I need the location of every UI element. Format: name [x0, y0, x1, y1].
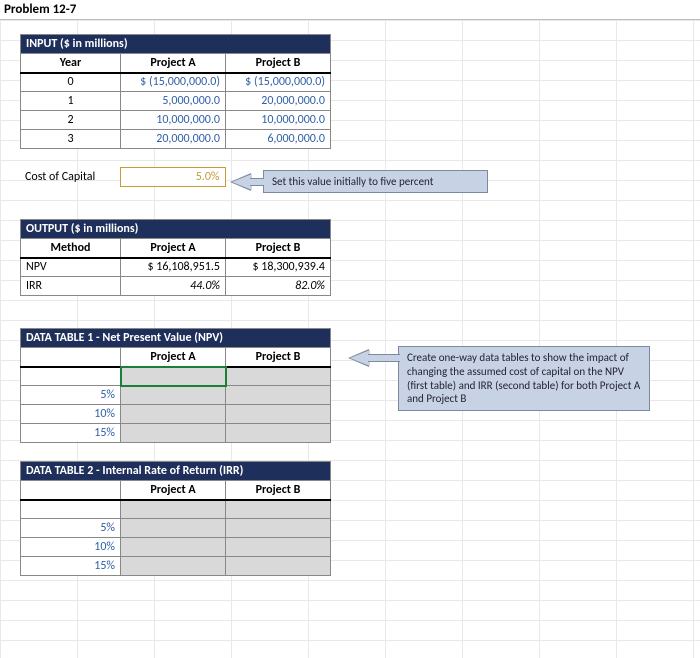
dt2-cell[interactable]	[121, 538, 226, 557]
col-year: Year	[21, 54, 121, 73]
rate-cell[interactable]: 5%	[21, 519, 121, 538]
col-project-b: Project B	[226, 239, 331, 258]
method-cell: IRR	[21, 277, 121, 296]
dt1-cell[interactable]	[226, 367, 331, 386]
dt1-blank	[21, 348, 121, 367]
dt2-header: DATA TABLE 2 - Internal Rate of Return (…	[21, 462, 331, 481]
out-value: 44.0%	[121, 277, 226, 296]
col-method: Method	[21, 239, 121, 258]
value-cell[interactable]: $ (15,000,000.0)	[226, 73, 331, 92]
value-cell[interactable]: 10,000,000.0	[121, 111, 226, 130]
dt1-cell[interactable]	[226, 405, 331, 424]
callout-cost: Set this value initially to five percent	[263, 170, 488, 193]
value-cell[interactable]: 10,000,000.0	[226, 111, 331, 130]
rate-cell[interactable]: 15%	[21, 557, 121, 576]
dt2-cell[interactable]	[121, 519, 226, 538]
value-cell[interactable]: 5,000,000.0	[121, 92, 226, 111]
col-project-a: Project A	[121, 348, 226, 367]
dt2-cell[interactable]	[121, 557, 226, 576]
year-cell: 1	[21, 92, 121, 111]
out-value: $ 16,108,951.5	[121, 258, 226, 277]
callout-datatable: Create one-way data tables to show the i…	[398, 346, 650, 411]
out-value: $ 18,300,939.4	[226, 258, 331, 277]
col-project-b: Project B	[226, 481, 331, 500]
dt1-cell[interactable]	[226, 424, 331, 443]
dt1-cell[interactable]	[121, 386, 226, 405]
dt2-cell[interactable]	[226, 557, 331, 576]
input-header: INPUT ($ in millions)	[21, 35, 331, 54]
year-cell: 2	[21, 111, 121, 130]
output-table: OUTPUT ($ in millions) Method Project A …	[20, 219, 331, 296]
cost-row: Cost of Capital 5.0%	[20, 167, 226, 187]
data-table-2: DATA TABLE 2 - Internal Rate of Return (…	[20, 461, 331, 576]
value-cell[interactable]: $ (15,000,000.0)	[121, 73, 226, 92]
dt2-cell[interactable]	[226, 519, 331, 538]
year-cell: 3	[21, 130, 121, 149]
out-value: 82.0%	[226, 277, 331, 296]
problem-title: Problem 12-7	[0, 0, 700, 20]
dt1-cell[interactable]	[121, 405, 226, 424]
input-table: INPUT ($ in millions) Year Project A Pro…	[20, 34, 331, 149]
rate-cell[interactable]: 10%	[21, 405, 121, 424]
dt2-blank	[21, 481, 121, 500]
dt1-cell[interactable]	[121, 424, 226, 443]
value-cell[interactable]: 20,000,000.0	[121, 130, 226, 149]
rate-cell[interactable]	[21, 367, 121, 386]
rate-cell[interactable]: 5%	[21, 386, 121, 405]
value-cell[interactable]: 20,000,000.0	[226, 92, 331, 111]
rate-cell[interactable]: 15%	[21, 424, 121, 443]
col-project-a: Project A	[121, 239, 226, 258]
col-project-a: Project A	[121, 54, 226, 73]
rate-cell[interactable]	[21, 500, 121, 519]
dt2-cell[interactable]	[226, 500, 331, 519]
rate-cell[interactable]: 10%	[21, 538, 121, 557]
col-project-a: Project A	[121, 481, 226, 500]
value-cell[interactable]: 6,000,000.0	[226, 130, 331, 149]
dt2-cell[interactable]	[226, 538, 331, 557]
dt2-cell[interactable]	[121, 500, 226, 519]
output-header: OUTPUT ($ in millions)	[21, 220, 331, 239]
col-project-b: Project B	[226, 348, 331, 367]
method-cell: NPV	[21, 258, 121, 277]
cost-label: Cost of Capital	[20, 168, 120, 187]
dt1-cell[interactable]	[226, 386, 331, 405]
dt1-cell[interactable]	[121, 367, 226, 386]
dt1-header: DATA TABLE 1 - Net Present Value (NPV)	[21, 329, 331, 348]
data-table-1: DATA TABLE 1 - Net Present Value (NPV) P…	[20, 328, 331, 443]
cost-of-capital-input[interactable]: 5.0%	[120, 168, 225, 187]
year-cell: 0	[21, 73, 121, 92]
col-project-b: Project B	[226, 54, 331, 73]
